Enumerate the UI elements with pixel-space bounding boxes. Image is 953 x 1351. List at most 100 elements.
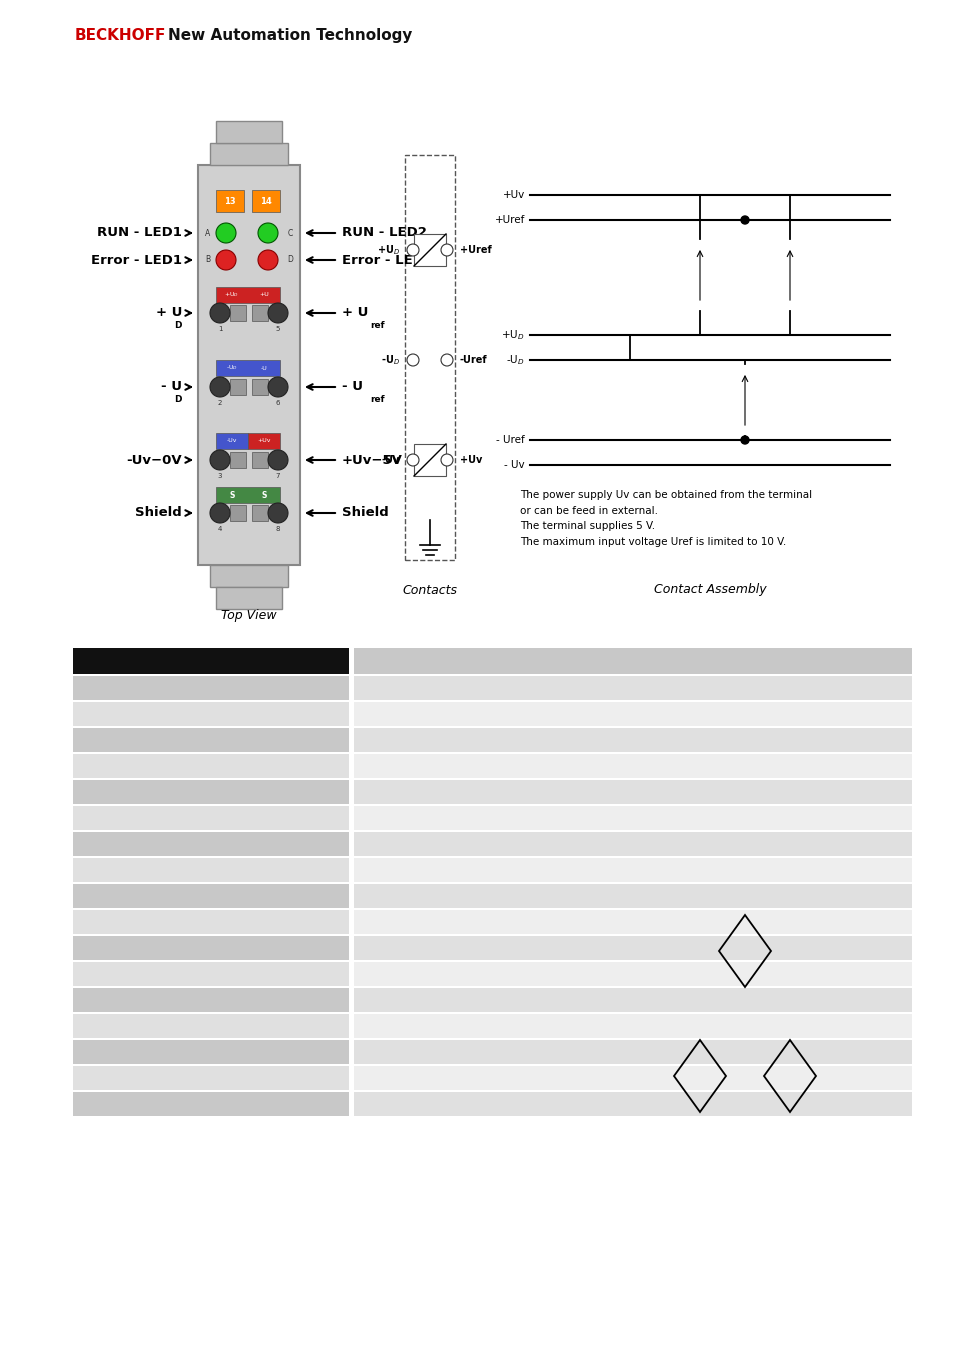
Bar xyxy=(414,234,446,266)
Text: -Uv−0V: -Uv−0V xyxy=(126,454,182,466)
Bar xyxy=(73,858,349,882)
Text: 5: 5 xyxy=(275,326,280,332)
Circle shape xyxy=(407,354,418,366)
Text: +U$_D$: +U$_D$ xyxy=(224,290,239,300)
Circle shape xyxy=(740,216,748,224)
Text: + U: + U xyxy=(155,307,182,319)
Bar xyxy=(354,728,911,753)
Text: 1: 1 xyxy=(217,326,222,332)
Circle shape xyxy=(407,245,418,255)
Text: RUN - LED1: RUN - LED1 xyxy=(97,227,182,239)
Circle shape xyxy=(440,354,453,366)
Circle shape xyxy=(257,250,277,270)
Bar xyxy=(215,434,248,449)
Text: B: B xyxy=(205,255,211,265)
Bar xyxy=(73,648,349,674)
Text: S: S xyxy=(229,490,234,500)
Bar xyxy=(73,988,349,1012)
Bar xyxy=(354,936,911,961)
Bar xyxy=(252,505,268,521)
Text: -Uv: -Uv xyxy=(381,455,399,465)
Text: +Uv−5V: +Uv−5V xyxy=(341,454,402,466)
Text: -U$_D$: -U$_D$ xyxy=(226,363,237,373)
Text: Contacts: Contacts xyxy=(402,584,457,597)
Bar xyxy=(73,884,349,908)
Bar xyxy=(230,380,246,394)
Text: 6: 6 xyxy=(275,400,280,407)
Bar xyxy=(73,676,349,700)
Text: +Uv: +Uv xyxy=(502,190,524,200)
Bar xyxy=(354,807,911,830)
Text: +Uref: +Uref xyxy=(459,245,491,255)
Text: +U: +U xyxy=(259,293,269,297)
Text: -U: -U xyxy=(260,366,267,370)
Text: Shield: Shield xyxy=(135,507,182,520)
Bar xyxy=(230,505,246,521)
Bar xyxy=(354,648,911,674)
Bar xyxy=(73,807,349,830)
Circle shape xyxy=(210,450,230,470)
Text: A: A xyxy=(205,228,211,238)
Text: +Uv: +Uv xyxy=(459,455,482,465)
Bar xyxy=(215,286,280,303)
Text: 7: 7 xyxy=(275,473,280,480)
Bar xyxy=(230,305,246,322)
Bar xyxy=(354,1092,911,1116)
Text: +Uv: +Uv xyxy=(257,439,271,443)
Circle shape xyxy=(268,450,288,470)
Circle shape xyxy=(215,250,235,270)
Circle shape xyxy=(740,436,748,444)
Bar xyxy=(215,122,282,143)
Bar xyxy=(73,780,349,804)
Bar xyxy=(354,1040,911,1065)
Circle shape xyxy=(268,377,288,397)
Bar xyxy=(354,676,911,700)
Bar xyxy=(73,962,349,986)
Text: ref: ref xyxy=(370,322,384,330)
Circle shape xyxy=(210,377,230,397)
Bar xyxy=(73,754,349,778)
Bar xyxy=(354,988,911,1012)
Bar xyxy=(354,884,911,908)
Bar xyxy=(198,165,299,565)
Text: - U: - U xyxy=(341,381,363,393)
Bar xyxy=(354,703,911,725)
Text: 3: 3 xyxy=(217,473,222,480)
Text: -Uv: -Uv xyxy=(227,439,237,443)
Text: RUN - LED2: RUN - LED2 xyxy=(341,227,426,239)
Text: + U: + U xyxy=(341,307,368,319)
Text: 4: 4 xyxy=(217,526,222,532)
Text: 14: 14 xyxy=(260,196,272,205)
Text: - Uv: - Uv xyxy=(504,459,524,470)
Bar xyxy=(215,586,282,609)
Bar xyxy=(73,728,349,753)
Bar xyxy=(73,1015,349,1038)
Bar xyxy=(354,1066,911,1090)
Text: Shield: Shield xyxy=(341,507,388,520)
Text: D: D xyxy=(174,322,182,330)
Bar xyxy=(210,565,288,586)
Text: - U: - U xyxy=(161,381,182,393)
Text: BECKHOFF: BECKHOFF xyxy=(75,28,166,43)
Text: +Uref: +Uref xyxy=(494,215,524,226)
Bar xyxy=(354,754,911,778)
Bar xyxy=(354,780,911,804)
Bar xyxy=(230,453,246,467)
Text: New Automation Technology: New Automation Technology xyxy=(168,28,412,43)
Text: The power supply Uv can be obtained from the terminal
or can be feed in external: The power supply Uv can be obtained from… xyxy=(519,490,811,547)
Bar xyxy=(414,444,446,476)
Bar xyxy=(73,936,349,961)
Bar xyxy=(248,434,280,449)
Text: -U$_D$: -U$_D$ xyxy=(506,353,524,367)
Bar xyxy=(210,143,288,165)
Circle shape xyxy=(210,303,230,323)
Bar xyxy=(354,962,911,986)
Bar xyxy=(252,380,268,394)
Bar xyxy=(252,305,268,322)
Bar xyxy=(73,1066,349,1090)
Circle shape xyxy=(407,454,418,466)
Text: D: D xyxy=(287,255,293,265)
Bar xyxy=(215,486,280,503)
Text: Top View: Top View xyxy=(221,608,276,621)
Bar xyxy=(73,1040,349,1065)
